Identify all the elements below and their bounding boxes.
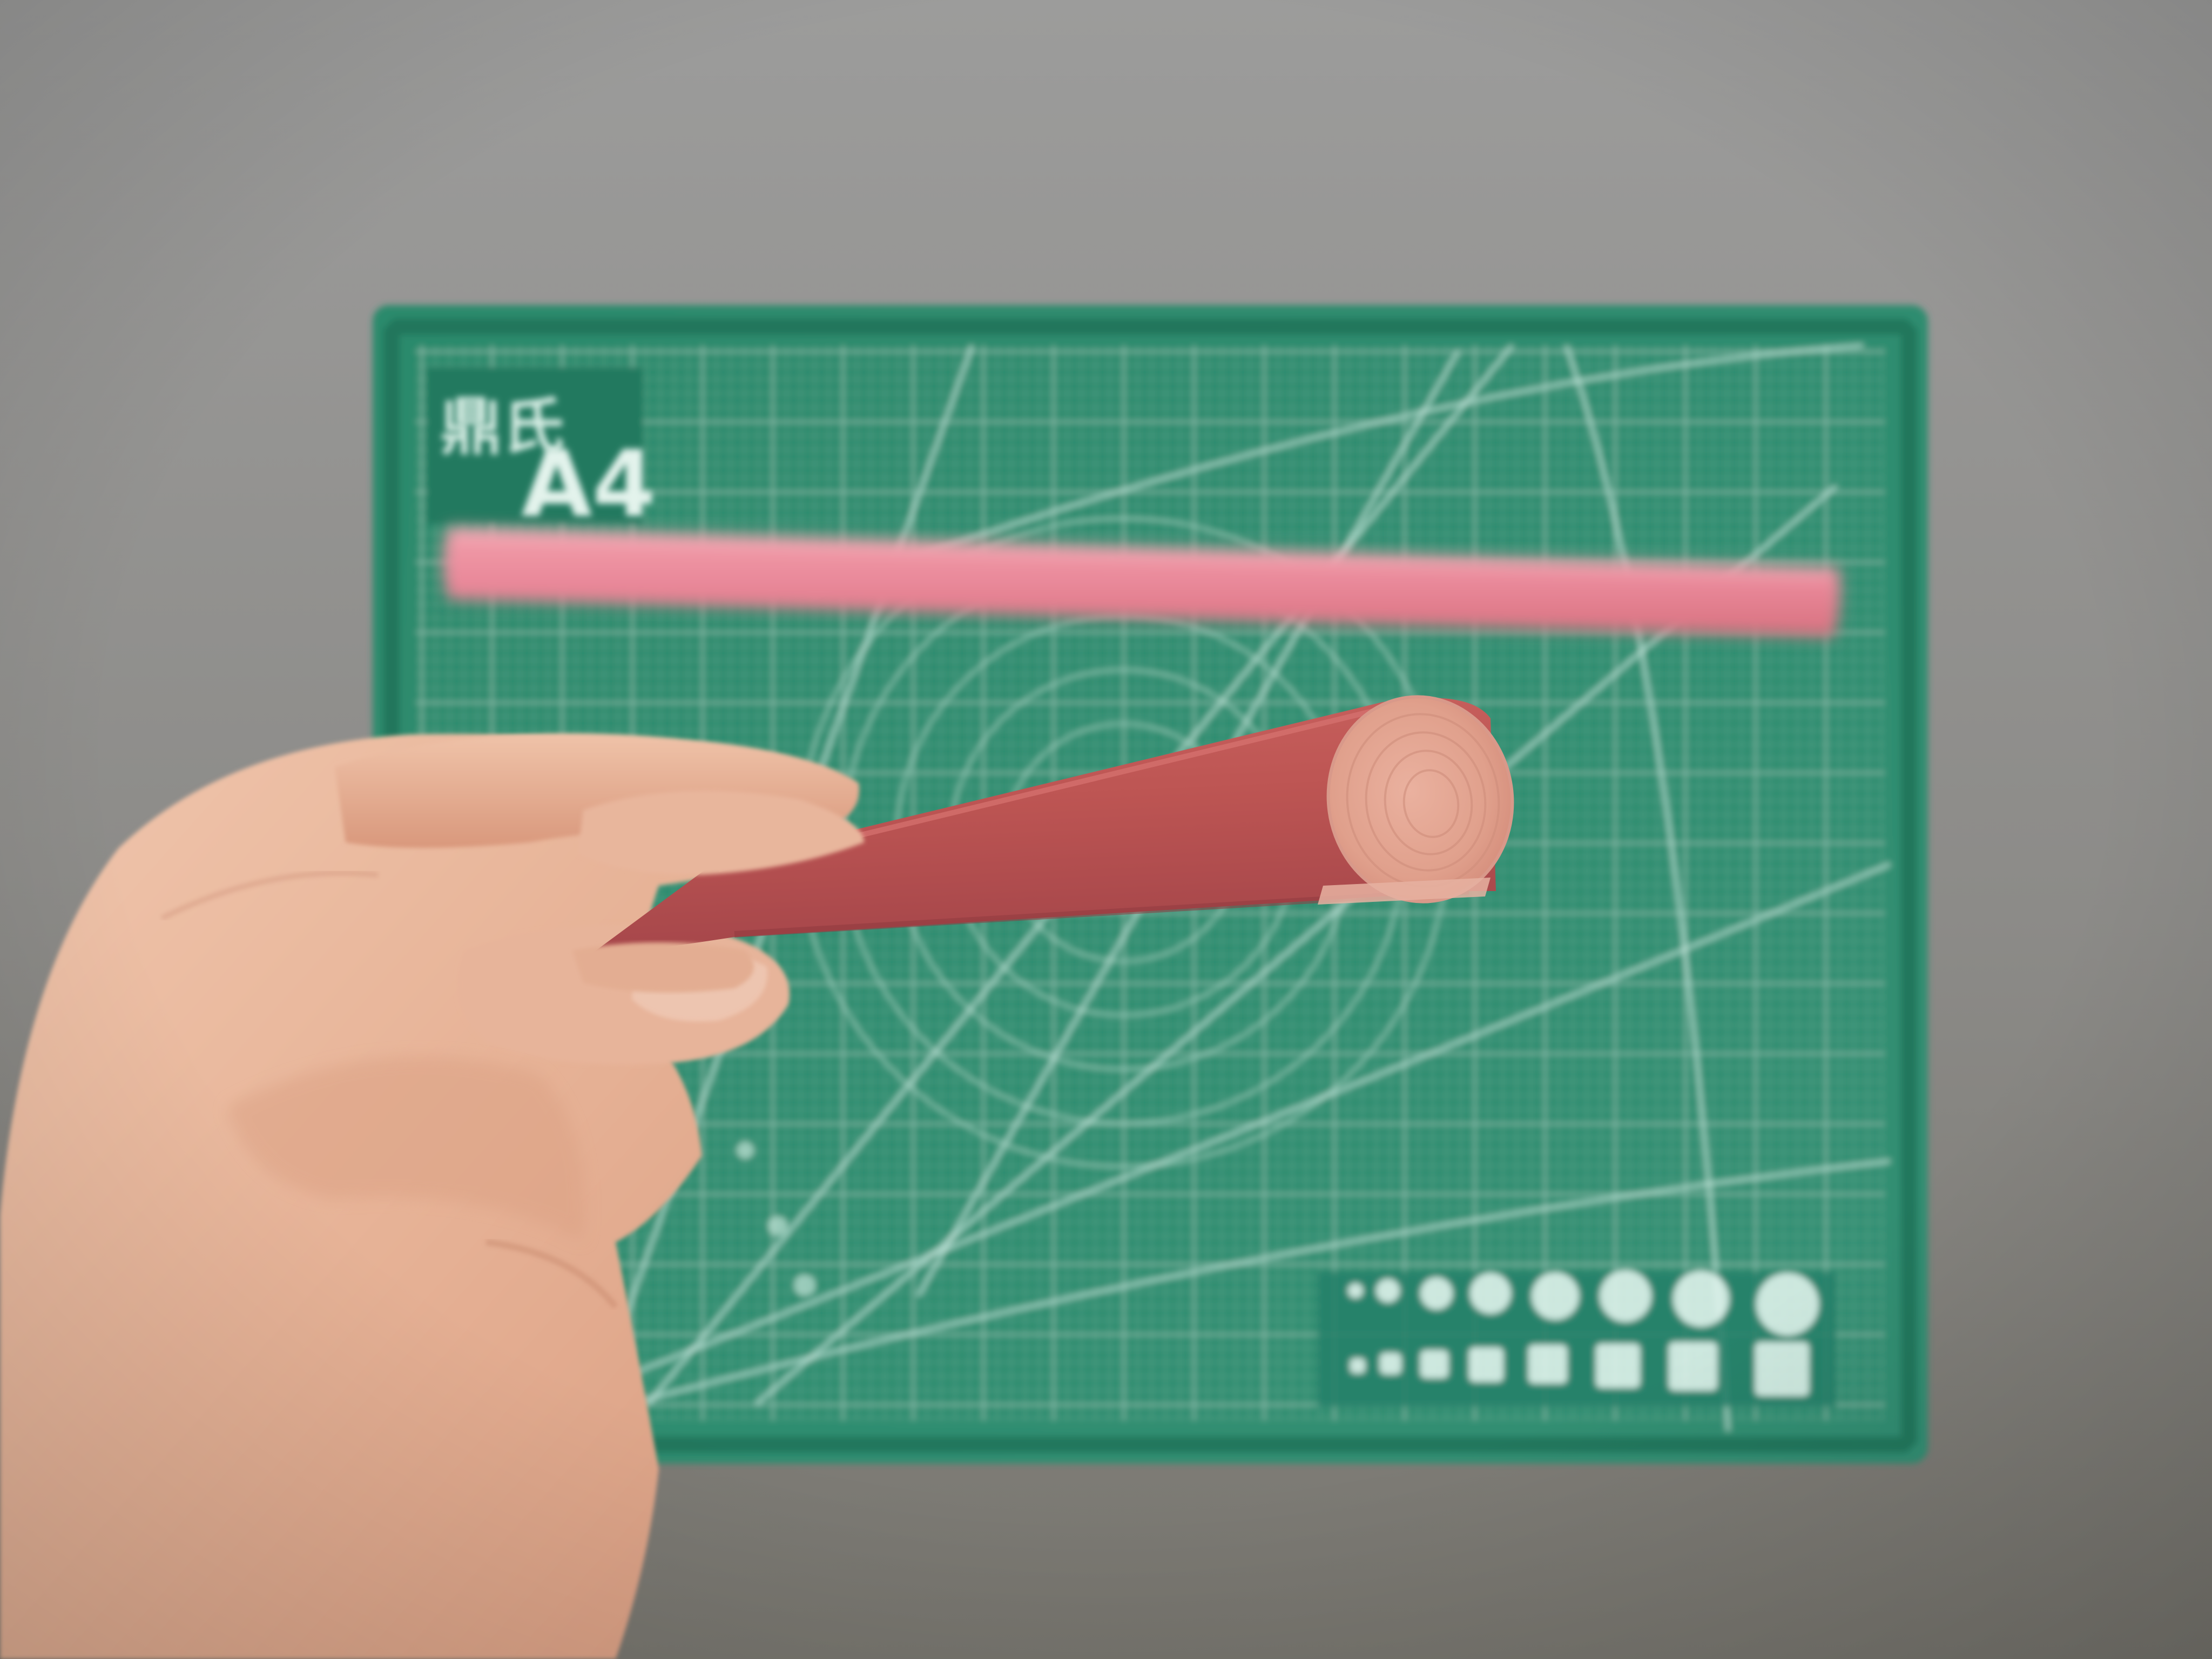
photo-scene: 鼎氏 A4 — [0, 0, 2212, 1659]
vignette-overlay — [0, 0, 2212, 1659]
